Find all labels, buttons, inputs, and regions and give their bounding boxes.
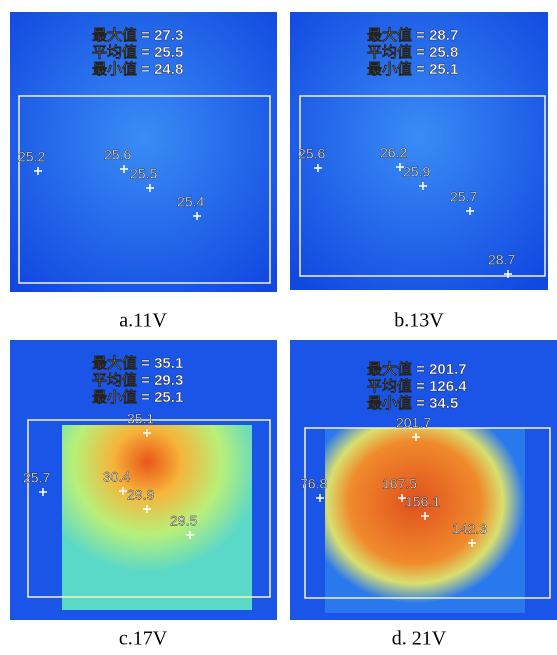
stat-line: 最大值 = 28.7	[367, 26, 458, 44]
point-label: 25.2	[18, 149, 45, 165]
stat-line: 平均值 = 25.5	[92, 43, 183, 61]
point-label: 25.4	[177, 194, 204, 210]
caption: b.13V	[394, 310, 444, 332]
stat-line: 最大值 = 35.1	[92, 354, 183, 372]
heated-area	[62, 425, 252, 610]
point-label: 35.1	[127, 411, 154, 427]
point-label: 29.9	[127, 487, 154, 503]
point-label: 142.3	[452, 521, 487, 537]
point-label: 30.4	[103, 469, 130, 485]
point-label: 25.6	[104, 147, 131, 163]
stat-line: 平均值 = 126.4	[367, 377, 467, 395]
point-label: 25.6	[298, 146, 325, 162]
heated-area	[325, 428, 525, 613]
point-label: 201.7	[396, 415, 431, 431]
stat-line: 最大值 = 27.3	[92, 26, 183, 44]
caption: a.11V	[119, 310, 167, 332]
point-label: 76.8	[300, 476, 327, 492]
caption: c.17V	[119, 628, 168, 650]
point-label: 28.7	[488, 252, 515, 268]
point-label: 25.9	[403, 164, 430, 180]
point-label: 156.1	[405, 494, 440, 510]
stat-line: 最小值 = 25.1	[367, 60, 458, 78]
stat-line: 最小值 = 34.5	[367, 394, 458, 412]
point-label: 167.5	[382, 476, 417, 492]
point-label: 29.5	[170, 513, 197, 529]
caption: d. 21V	[392, 628, 447, 650]
point-label: 25.7	[23, 470, 50, 486]
stat-line: 最大值 = 201.7	[367, 360, 467, 378]
stat-line: 最小值 = 25.1	[92, 388, 183, 406]
page: 最大值 = 27.3平均值 = 25.5最小值 = 24.8 25.2 25.6 25…	[0, 0, 557, 655]
stat-line: 最小值 = 24.8	[92, 60, 183, 78]
stat-line: 平均值 = 25.8	[367, 43, 458, 61]
point-label: 25.7	[450, 189, 477, 205]
figure: 最大值 = 27.3平均值 = 25.5最小值 = 24.8 25.2 25.6 25…	[0, 0, 557, 655]
point-label: 25.5	[130, 166, 157, 182]
stat-line: 平均值 = 29.3	[92, 371, 183, 389]
point-label: 26.2	[380, 145, 407, 161]
